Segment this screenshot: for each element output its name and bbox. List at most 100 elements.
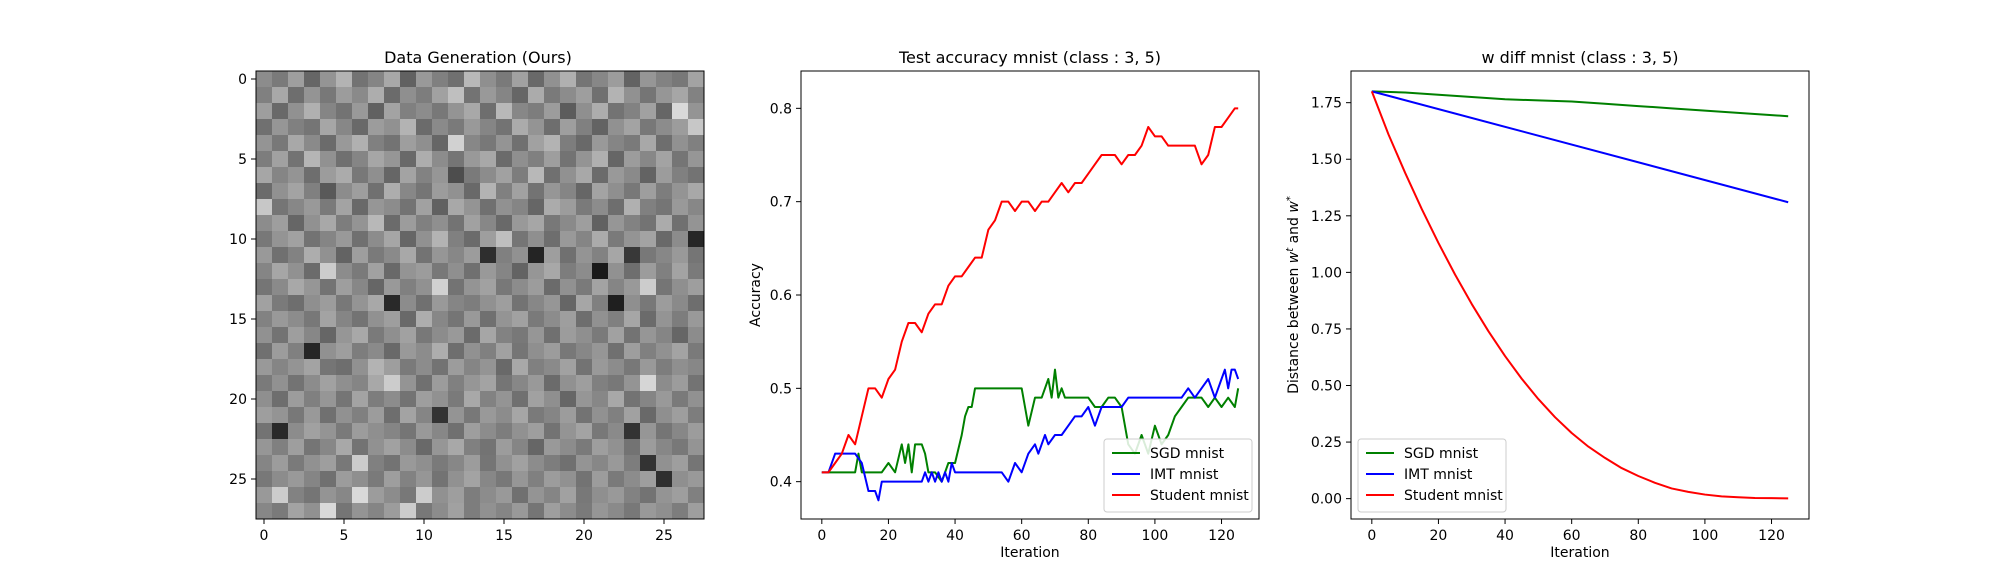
heatmap-cell xyxy=(368,295,385,312)
heatmap-cell xyxy=(464,119,481,136)
heatmap-cell xyxy=(464,103,481,120)
heatmap-cell xyxy=(256,343,273,360)
heatmap-cell xyxy=(368,231,385,248)
heatmap-cell xyxy=(608,135,625,152)
heatmap-cell xyxy=(288,439,305,456)
heatmap-cell xyxy=(640,375,657,392)
heatmap-cell xyxy=(336,455,353,472)
heatmap-cell xyxy=(352,263,369,280)
heatmap-cell xyxy=(688,359,705,376)
heatmap-cell xyxy=(576,471,593,488)
heatmap-cell xyxy=(288,263,305,280)
heatmap-cell xyxy=(512,151,529,168)
heatmap-cell xyxy=(320,471,337,488)
heatmap-cell xyxy=(544,487,561,504)
heatmap-cell xyxy=(432,199,449,216)
heatmap-cell xyxy=(496,359,513,376)
heatmap-cell xyxy=(352,295,369,312)
heatmap-cell xyxy=(672,71,689,88)
heatmap-cell xyxy=(288,167,305,184)
heatmap-cell xyxy=(416,391,433,408)
heatmap-cell xyxy=(544,423,561,440)
heatmap-cell xyxy=(576,135,593,152)
heatmap-cell xyxy=(256,199,273,216)
heatmap-cell xyxy=(320,199,337,216)
heatmap-cell xyxy=(512,71,529,88)
wdiff-legend: SGD mnist IMT mnist Student mnist xyxy=(1357,438,1507,513)
heatmap-cell xyxy=(608,247,625,264)
heatmap-cell xyxy=(368,279,385,296)
heatmap-cell xyxy=(464,327,481,344)
heatmap-cell xyxy=(560,151,577,168)
heatmap-cell xyxy=(384,311,401,328)
heatmap-cell xyxy=(560,327,577,344)
heatmap-cell xyxy=(384,167,401,184)
heatmap-cell xyxy=(688,167,705,184)
heatmap-cell xyxy=(304,295,321,312)
heatmap-cell xyxy=(592,295,609,312)
heatmap-cell xyxy=(288,247,305,264)
heatmap-cell xyxy=(624,391,641,408)
heatmap-cell xyxy=(448,167,465,184)
heatmap-cell xyxy=(544,439,561,456)
heatmap-cell xyxy=(368,151,385,168)
heatmap-cell xyxy=(656,407,673,424)
heatmap-cell xyxy=(384,199,401,216)
heatmap-cell xyxy=(544,151,561,168)
heatmap-cell xyxy=(400,103,417,120)
heatmap-cell xyxy=(592,151,609,168)
heatmap-cell xyxy=(272,231,289,248)
heatmap-cell xyxy=(400,231,417,248)
wdiff-series xyxy=(1370,90,1789,500)
heatmap-cell xyxy=(288,183,305,200)
heatmap-cell xyxy=(512,359,529,376)
heatmap-cell xyxy=(448,423,465,440)
heatmap-cell xyxy=(672,231,689,248)
heatmap-cell xyxy=(624,71,641,88)
heatmap-cell xyxy=(512,279,529,296)
heatmap-cell xyxy=(672,359,689,376)
heatmap-cell xyxy=(608,343,625,360)
heatmap-cell xyxy=(320,103,337,120)
heatmap-cell xyxy=(448,247,465,264)
heatmap-cell xyxy=(272,359,289,376)
heatmap-y-tick-label: 5 xyxy=(238,152,247,168)
heatmap-cell xyxy=(496,471,513,488)
heatmap-cell xyxy=(320,279,337,296)
heatmap-cell xyxy=(496,375,513,392)
heatmap-cell xyxy=(608,215,625,232)
heatmap-cell xyxy=(544,407,561,424)
heatmap-cell xyxy=(400,199,417,216)
heatmap-cell xyxy=(416,487,433,504)
heatmap-cell xyxy=(256,359,273,376)
heatmap-cell xyxy=(672,215,689,232)
heatmap-cell xyxy=(672,135,689,152)
heatmap-cell xyxy=(528,215,545,232)
heatmap-cell xyxy=(304,87,321,104)
wdiff-y-label: Distance between wt and w* xyxy=(1285,196,1303,394)
heatmap-cell xyxy=(272,279,289,296)
heatmap-cell xyxy=(480,135,497,152)
heatmap-cell xyxy=(512,199,529,216)
accuracy-title: Test accuracy mnist (class : 3, 5) xyxy=(898,48,1161,67)
heatmap-cell xyxy=(480,487,497,504)
heatmap-cell xyxy=(624,135,641,152)
heatmap-cell xyxy=(528,375,545,392)
heatmap-cell xyxy=(256,327,273,344)
heatmap-cell xyxy=(368,247,385,264)
heatmap-cell xyxy=(288,471,305,488)
heatmap-cell xyxy=(656,471,673,488)
heatmap-cell xyxy=(560,503,577,520)
heatmap-cell xyxy=(672,343,689,360)
heatmap-cell xyxy=(672,487,689,504)
heatmap-cell xyxy=(608,71,625,88)
heatmap-cell xyxy=(384,295,401,312)
heatmap-cell xyxy=(336,199,353,216)
wdiff-x-tick-label: 120 xyxy=(1758,528,1785,544)
heatmap-cell xyxy=(272,471,289,488)
heatmap-cell xyxy=(640,471,657,488)
heatmap-cell xyxy=(608,359,625,376)
heatmap-cell xyxy=(464,311,481,328)
heatmap-cell xyxy=(256,439,273,456)
heatmap-cell xyxy=(352,279,369,296)
